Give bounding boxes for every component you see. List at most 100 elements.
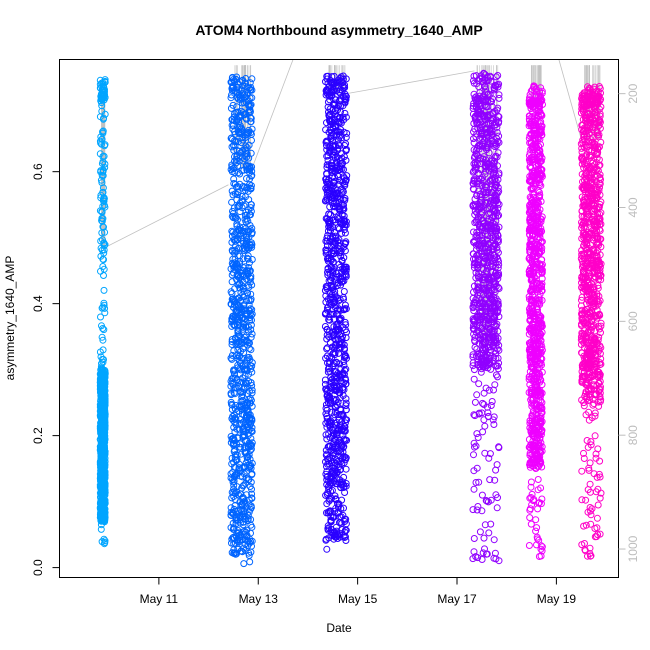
data-point bbox=[338, 519, 346, 527]
data-point bbox=[329, 468, 337, 476]
data-point bbox=[525, 267, 533, 274]
data-point bbox=[484, 144, 492, 152]
data-point bbox=[531, 331, 539, 339]
data-point bbox=[240, 560, 248, 568]
data-point bbox=[97, 521, 105, 529]
data-point bbox=[469, 324, 477, 332]
data-point bbox=[528, 301, 536, 309]
data-point bbox=[486, 305, 494, 313]
data-point bbox=[532, 92, 540, 100]
data-point bbox=[242, 528, 250, 536]
data-point bbox=[243, 183, 251, 191]
data-point bbox=[338, 478, 346, 486]
data-point bbox=[583, 437, 591, 444]
data-point bbox=[487, 520, 495, 528]
data-point bbox=[528, 185, 536, 193]
data-point bbox=[537, 111, 545, 119]
data-point bbox=[534, 456, 542, 464]
data-point bbox=[329, 445, 337, 453]
data-point bbox=[99, 415, 107, 423]
data-point bbox=[469, 555, 477, 563]
data-point bbox=[495, 313, 503, 321]
data-point bbox=[537, 84, 545, 92]
data-point bbox=[331, 107, 339, 115]
data-point bbox=[537, 542, 545, 550]
data-point bbox=[535, 360, 543, 368]
data-point bbox=[492, 227, 499, 235]
data-point bbox=[329, 530, 337, 537]
data-point bbox=[230, 546, 238, 554]
data-point bbox=[530, 82, 538, 90]
data-point bbox=[532, 516, 540, 524]
data-point bbox=[489, 169, 497, 177]
data-point bbox=[101, 422, 109, 430]
data-point bbox=[243, 383, 251, 391]
data-point bbox=[227, 524, 235, 532]
data-point bbox=[487, 223, 495, 231]
data-point bbox=[470, 485, 478, 493]
data-point bbox=[228, 143, 236, 151]
data-point bbox=[528, 113, 536, 121]
data-point bbox=[486, 91, 494, 99]
data-point bbox=[324, 156, 332, 164]
data-point bbox=[238, 193, 246, 200]
data-point bbox=[235, 338, 242, 346]
data-point bbox=[325, 328, 333, 336]
data-point bbox=[327, 264, 335, 272]
data-point bbox=[532, 249, 540, 257]
data-point bbox=[241, 131, 249, 139]
data-point bbox=[495, 94, 503, 102]
data-point bbox=[98, 229, 106, 237]
data-point bbox=[343, 129, 351, 137]
data-point bbox=[322, 535, 330, 543]
data-point bbox=[487, 496, 495, 504]
data-point bbox=[322, 401, 330, 409]
data-point bbox=[490, 196, 498, 204]
data-point bbox=[237, 312, 245, 320]
data-point bbox=[327, 166, 335, 174]
data-point bbox=[487, 260, 495, 268]
data-point bbox=[527, 312, 534, 320]
data-point bbox=[101, 78, 109, 86]
data-point bbox=[322, 404, 330, 412]
data-point bbox=[244, 390, 252, 398]
data-point bbox=[342, 176, 350, 184]
data-point bbox=[473, 430, 481, 438]
data-point bbox=[491, 183, 499, 191]
data-point bbox=[325, 333, 333, 341]
data-point bbox=[101, 141, 109, 149]
data-point bbox=[491, 221, 499, 229]
data-point bbox=[492, 139, 500, 147]
data-point bbox=[333, 431, 341, 439]
data-point bbox=[97, 84, 105, 92]
data-point bbox=[530, 496, 538, 503]
data-point bbox=[97, 267, 104, 275]
data-point bbox=[247, 129, 255, 137]
data-point bbox=[326, 453, 334, 461]
data-point bbox=[340, 459, 348, 467]
data-point bbox=[474, 554, 482, 562]
data-point bbox=[234, 169, 242, 177]
data-point bbox=[230, 164, 238, 172]
data-point bbox=[471, 211, 479, 219]
data-point bbox=[235, 512, 243, 520]
data-point bbox=[493, 244, 501, 252]
data-point bbox=[484, 112, 492, 120]
data-point bbox=[324, 185, 332, 193]
data-point bbox=[328, 169, 336, 176]
data-point bbox=[233, 296, 241, 303]
data-point bbox=[476, 528, 484, 536]
data-point bbox=[240, 247, 248, 254]
data-point bbox=[490, 413, 498, 421]
data-point bbox=[527, 441, 535, 449]
data-point bbox=[230, 477, 238, 485]
data-point bbox=[246, 164, 254, 172]
data-point bbox=[97, 400, 105, 408]
data-point bbox=[536, 228, 544, 236]
data-point bbox=[322, 126, 330, 134]
data-point bbox=[527, 388, 535, 396]
data-point bbox=[477, 215, 485, 223]
data-point bbox=[232, 464, 240, 472]
data-point bbox=[483, 312, 491, 320]
data-point bbox=[97, 525, 105, 533]
